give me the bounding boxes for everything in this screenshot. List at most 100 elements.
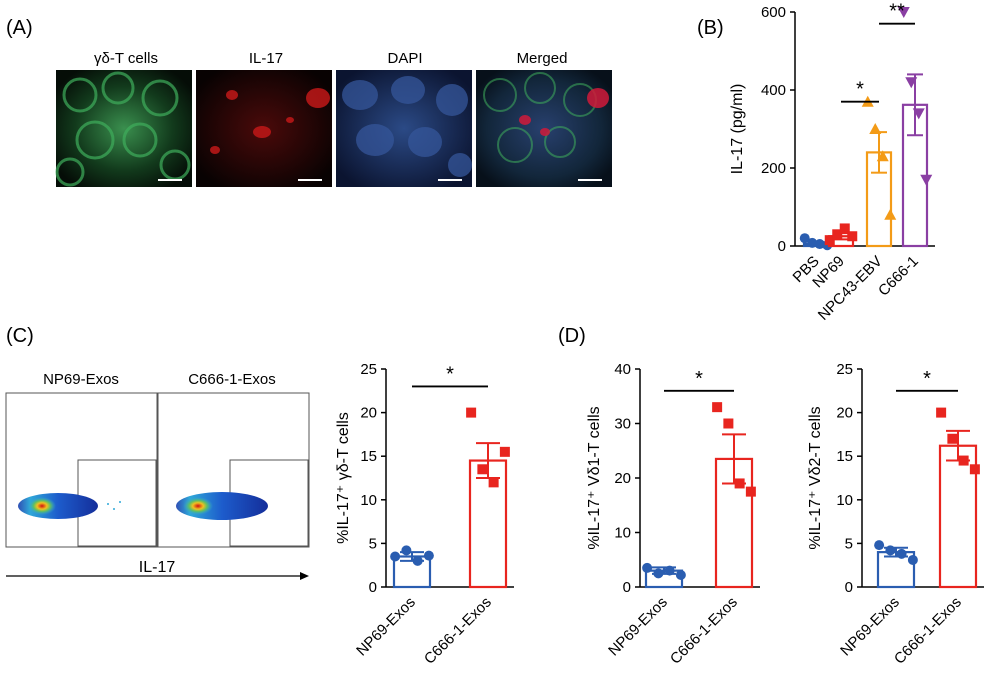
x-tick-label: C666-1-Exos bbox=[667, 594, 741, 668]
y-tick-label: 25 bbox=[360, 361, 377, 378]
data-point bbox=[947, 433, 958, 444]
data-point bbox=[814, 239, 825, 250]
data-point bbox=[642, 562, 653, 573]
image-title-merged: Merged bbox=[517, 50, 568, 67]
data-point bbox=[897, 7, 910, 18]
data-point bbox=[723, 418, 734, 429]
x-tick-label: C666-1-Exos bbox=[891, 594, 965, 668]
y-tick-label: 0 bbox=[369, 579, 377, 596]
data-point bbox=[653, 568, 664, 579]
data-point bbox=[423, 550, 434, 561]
data-point bbox=[885, 545, 896, 556]
significance-label: ** bbox=[889, 1, 905, 23]
data-point bbox=[466, 407, 477, 418]
significance-label: * bbox=[695, 368, 703, 390]
data-point bbox=[664, 565, 675, 576]
y-tick-label: 20 bbox=[360, 405, 377, 422]
panel-c-flow-plots: NP69-Exos C666-1-Exos IL-17 bbox=[5, 371, 310, 580]
data-point bbox=[488, 477, 499, 488]
bar-c666-1-exos bbox=[468, 459, 508, 589]
data-point bbox=[390, 551, 401, 562]
y-tick-label: 20 bbox=[614, 470, 631, 487]
micrograph-gd-t-cells bbox=[55, 70, 192, 187]
y-tick-label: 10 bbox=[836, 492, 853, 509]
y-tick-label: 600 bbox=[761, 4, 786, 21]
significance-label: * bbox=[856, 79, 864, 101]
data-point bbox=[876, 150, 889, 162]
data-point bbox=[499, 446, 510, 457]
panel-label-a: (A) bbox=[6, 17, 33, 39]
data-point bbox=[905, 77, 918, 89]
data-point bbox=[869, 123, 882, 134]
y-tick-label: 40 bbox=[614, 361, 631, 378]
data-point bbox=[745, 486, 756, 497]
y-axis-label: %IL-17⁺ Vδ2-T cells bbox=[807, 406, 824, 549]
y-tick-label: 400 bbox=[761, 82, 786, 99]
y-tick-label: 10 bbox=[360, 492, 377, 509]
y-tick-label: 15 bbox=[360, 448, 377, 465]
y-tick-label: 10 bbox=[614, 525, 631, 542]
y-tick-label: 5 bbox=[369, 535, 377, 552]
image-title-dapi: DAPI bbox=[387, 50, 422, 67]
micrograph-il17 bbox=[196, 70, 332, 187]
data-point bbox=[839, 223, 850, 234]
panel-label-d: (D) bbox=[558, 325, 586, 347]
data-point bbox=[907, 554, 918, 565]
image-title-gd-t-cells: γδ-T cells bbox=[94, 50, 158, 67]
x-tick-label: NP69-Exos bbox=[605, 594, 671, 660]
data-point bbox=[824, 235, 835, 246]
data-point bbox=[734, 478, 745, 489]
data-point bbox=[920, 174, 933, 186]
flow-title-c666: C666-1-Exos bbox=[188, 371, 276, 388]
y-tick-label: 200 bbox=[761, 160, 786, 177]
y-tick-label: 0 bbox=[623, 579, 631, 596]
micrograph-merged bbox=[476, 70, 612, 187]
significance-label: * bbox=[923, 368, 931, 390]
chart-d1-il17-vd1-t-cells: 0 10 20 30 40 %IL-17⁺ Vδ1-T cells NP69-ExosC66… bbox=[586, 361, 760, 668]
flow-plot-c666 bbox=[157, 392, 310, 548]
panel-a-micrographs: γδ-T cells IL-17 DAPI Merged bbox=[55, 50, 612, 187]
data-point bbox=[807, 237, 818, 248]
chart-c-il17-gd-t-cells: 0 5 10 15 20 25 %IL-17⁺ γδ-T cells NP69-Exos C66… bbox=[335, 361, 514, 668]
data-point bbox=[847, 231, 858, 242]
panel-label-c: (C) bbox=[6, 325, 34, 347]
data-point bbox=[832, 229, 843, 240]
x-tick-label: NP69-Exos bbox=[837, 594, 903, 660]
significance-label: * bbox=[446, 363, 454, 385]
flow-xlabel: IL-17 bbox=[139, 559, 176, 576]
data-point bbox=[412, 555, 423, 566]
data-point bbox=[958, 455, 969, 466]
data-point bbox=[874, 540, 885, 551]
x-tick-label: NP69-Exos bbox=[353, 594, 419, 660]
data-point bbox=[884, 208, 897, 220]
flow-title-np69: NP69-Exos bbox=[43, 371, 119, 388]
panel-label-b: (B) bbox=[697, 17, 724, 39]
data-point bbox=[477, 464, 488, 475]
flow-plot-np69 bbox=[5, 392, 158, 548]
y-tick-label: 5 bbox=[845, 535, 853, 552]
y-axis-label: IL-17 (pg/ml) bbox=[729, 84, 746, 175]
y-tick-label: 0 bbox=[778, 238, 786, 255]
flow-x-arrowhead bbox=[300, 572, 309, 580]
data-point bbox=[401, 545, 412, 556]
data-point bbox=[712, 402, 723, 413]
data-point bbox=[912, 108, 925, 120]
data-point bbox=[896, 548, 907, 559]
chart-d2-il17-vd2-t-cells: 0 5 10 15 20 25 %IL-17⁺ Vδ2-T cells NP69-ExosC6… bbox=[807, 361, 984, 668]
image-title-il17: IL-17 bbox=[249, 50, 283, 67]
data-point bbox=[799, 233, 810, 244]
y-tick-label: 30 bbox=[614, 416, 631, 433]
x-tick-label: C666-1 bbox=[875, 253, 922, 300]
x-tick-label: C666-1-Exos bbox=[421, 594, 495, 668]
micrograph-dapi bbox=[336, 70, 472, 187]
data-point bbox=[969, 464, 980, 475]
y-tick-label: 15 bbox=[836, 448, 853, 465]
data-point bbox=[936, 407, 947, 418]
y-tick-label: 0 bbox=[845, 579, 853, 596]
y-axis-label: %IL-17⁺ γδ-T cells bbox=[335, 412, 352, 544]
y-tick-label: 20 bbox=[836, 405, 853, 422]
data-point bbox=[675, 570, 686, 581]
y-tick-label: 25 bbox=[836, 361, 853, 378]
